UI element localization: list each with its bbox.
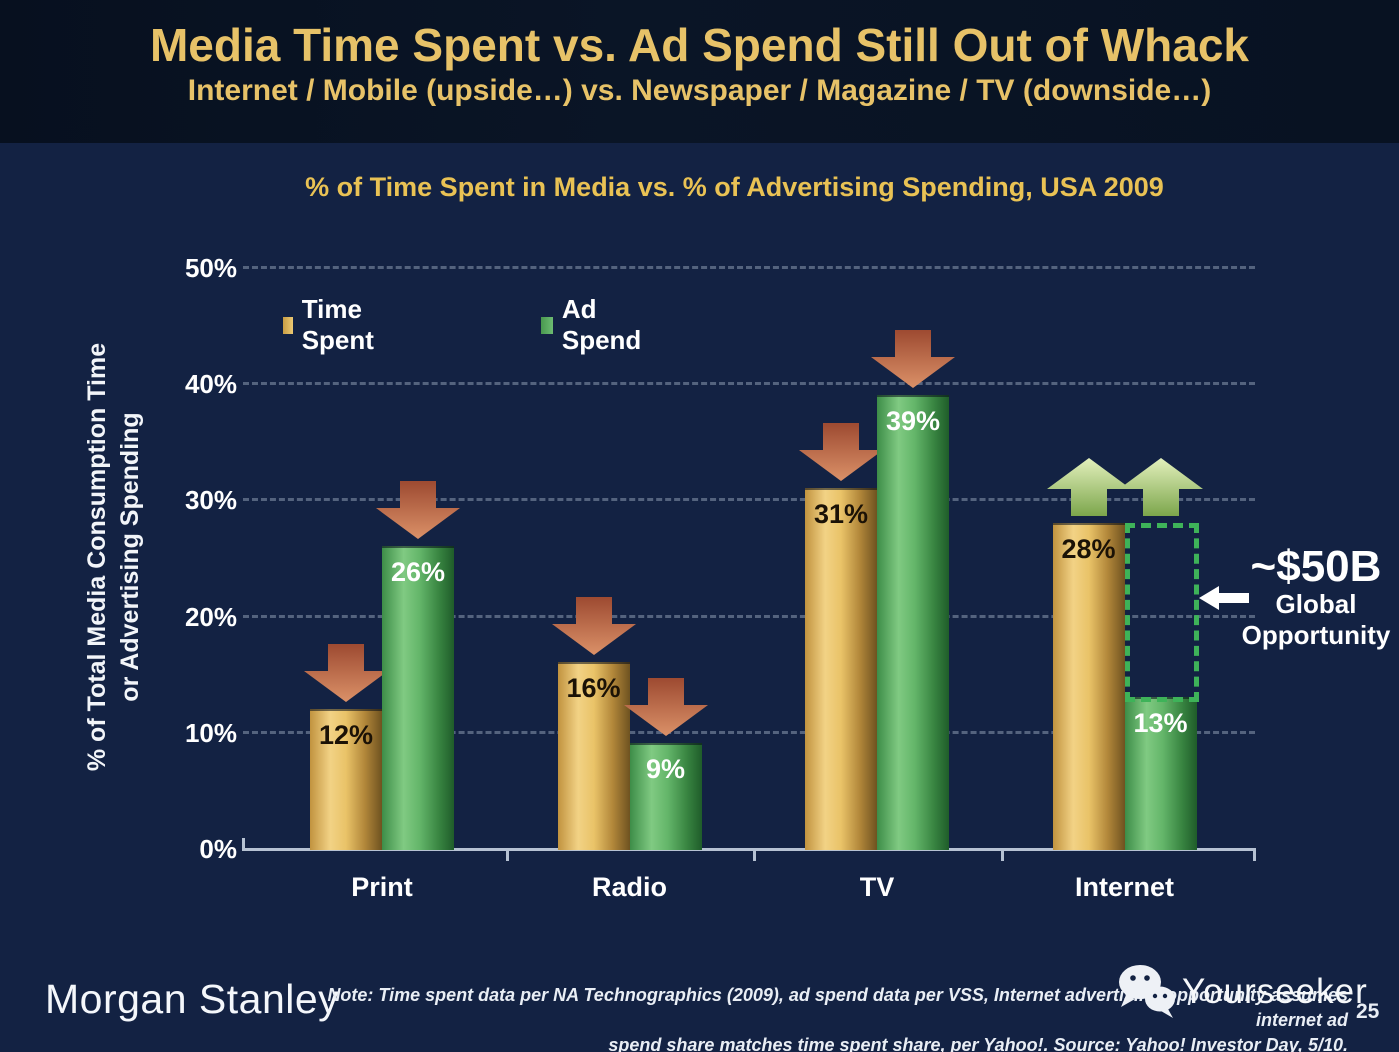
x-axis-line: [242, 848, 1256, 851]
opportunity-annotation: ~$50B Global Opportunity: [1236, 545, 1396, 651]
gridline-30%: [243, 498, 1255, 502]
y-tick-10%: 10%: [184, 717, 237, 748]
chart-title: % of Time Spent in Media vs. % of Advert…: [305, 172, 1164, 202]
bar-value-label: 9%: [645, 754, 686, 785]
down-arrow-icon: [871, 329, 955, 393]
watermark: Yourseeker: [1116, 964, 1368, 1018]
slide-header: Media Time Spent vs. Ad Spend Still Out …: [0, 0, 1399, 143]
bar-tv-ad-spend: [877, 394, 949, 850]
x-axis-tick: [505, 851, 509, 861]
bar-radio-ad-spend: [629, 743, 702, 850]
source-note: Note: Time spent data per NA Technograph…: [318, 983, 1348, 1052]
bar-value-label: 39%: [885, 405, 941, 436]
slide-subtitle: Internet / Mobile (upside…) vs. Newspape…: [187, 74, 1212, 107]
y-axis-label: % of Total Media Consumption Time or Adv…: [81, 343, 147, 771]
x-axis-tick: [1000, 851, 1004, 861]
slide-title: Media Time Spent vs. Ad Spend Still Out …: [149, 19, 1250, 71]
down-arrow-icon: [304, 643, 388, 707]
bar-value-label: 13%: [1133, 707, 1188, 738]
gridline-50%: [243, 266, 1255, 269]
source-note-line2: spend share matches time spent share, pe…: [608, 1035, 1348, 1052]
x-axis-end-tick-right: [1253, 851, 1256, 861]
page-number: 25: [1356, 1000, 1380, 1023]
watermark-text: Yourseeker: [1182, 972, 1368, 1011]
y-axis-label-line1: % of Total Media Consumption Time: [83, 342, 111, 772]
wechat-icon: [1119, 965, 1175, 1018]
y-axis-label-line2: or Advertising Spending: [116, 412, 144, 702]
x-axis-end-tick-left: [242, 838, 245, 848]
up-arrow-icon: [1118, 457, 1203, 521]
down-arrow-icon: [799, 422, 883, 486]
opportunity-label-line2: Opportunity: [1241, 620, 1391, 650]
gridline-20%: [243, 614, 1255, 618]
x-category-label-print: Print: [351, 872, 413, 902]
down-arrow-icon: [551, 597, 636, 660]
x-category-label-internet: Internet: [1074, 872, 1174, 902]
x-category-label-tv: TV: [859, 872, 895, 902]
y-tick-30%: 30%: [184, 485, 237, 516]
bar-radio-time-spent: [557, 662, 630, 850]
y-tick-0%: 0%: [199, 834, 237, 864]
source-note-line1: Note: Time spent data per NA Technograph…: [327, 985, 1348, 1030]
legend-item-ad-spend: Ad Spend: [541, 294, 646, 356]
opportunity-value: ~$50B: [1250, 542, 1382, 591]
down-arrow-icon: [376, 480, 460, 544]
bar-value-label: 16%: [566, 673, 621, 704]
gridline-10%: [243, 730, 1255, 734]
y-tick-20%: 20%: [184, 601, 237, 632]
time-spent-swatch-icon: [283, 316, 293, 334]
gridline-40%: [243, 382, 1255, 386]
bar-value-label: 31%: [813, 498, 869, 529]
legend-label: Time Spent: [301, 294, 374, 355]
opportunity-label-line1: Global: [1275, 589, 1357, 619]
bar-internet-time-spent: [1052, 522, 1125, 850]
morgan-stanley-logo: Morgan Stanley: [45, 976, 340, 1022]
legend-item-time-spent: Time Spent: [283, 294, 381, 356]
bar-print-time-spent: [310, 708, 382, 850]
opportunity-box: [1124, 522, 1199, 702]
y-tick-50%: 50%: [184, 253, 237, 283]
ad-spend-swatch-icon: [541, 316, 553, 334]
bar-tv-time-spent: [805, 487, 877, 850]
bar-value-label: 26%: [390, 556, 446, 587]
left-arrow-icon: [1199, 586, 1249, 610]
bar-value-label: 28%: [1061, 533, 1116, 564]
up-arrow-icon: [1046, 457, 1131, 521]
x-axis-tick: [753, 851, 757, 861]
y-tick-40%: 40%: [184, 369, 237, 400]
legend-label: Ad Spend: [561, 294, 642, 355]
bar-print-ad-spend: [382, 545, 454, 850]
down-arrow-icon: [623, 678, 708, 741]
bar-value-label: 12%: [318, 719, 374, 750]
x-category-label-radio: Radio: [591, 872, 667, 902]
